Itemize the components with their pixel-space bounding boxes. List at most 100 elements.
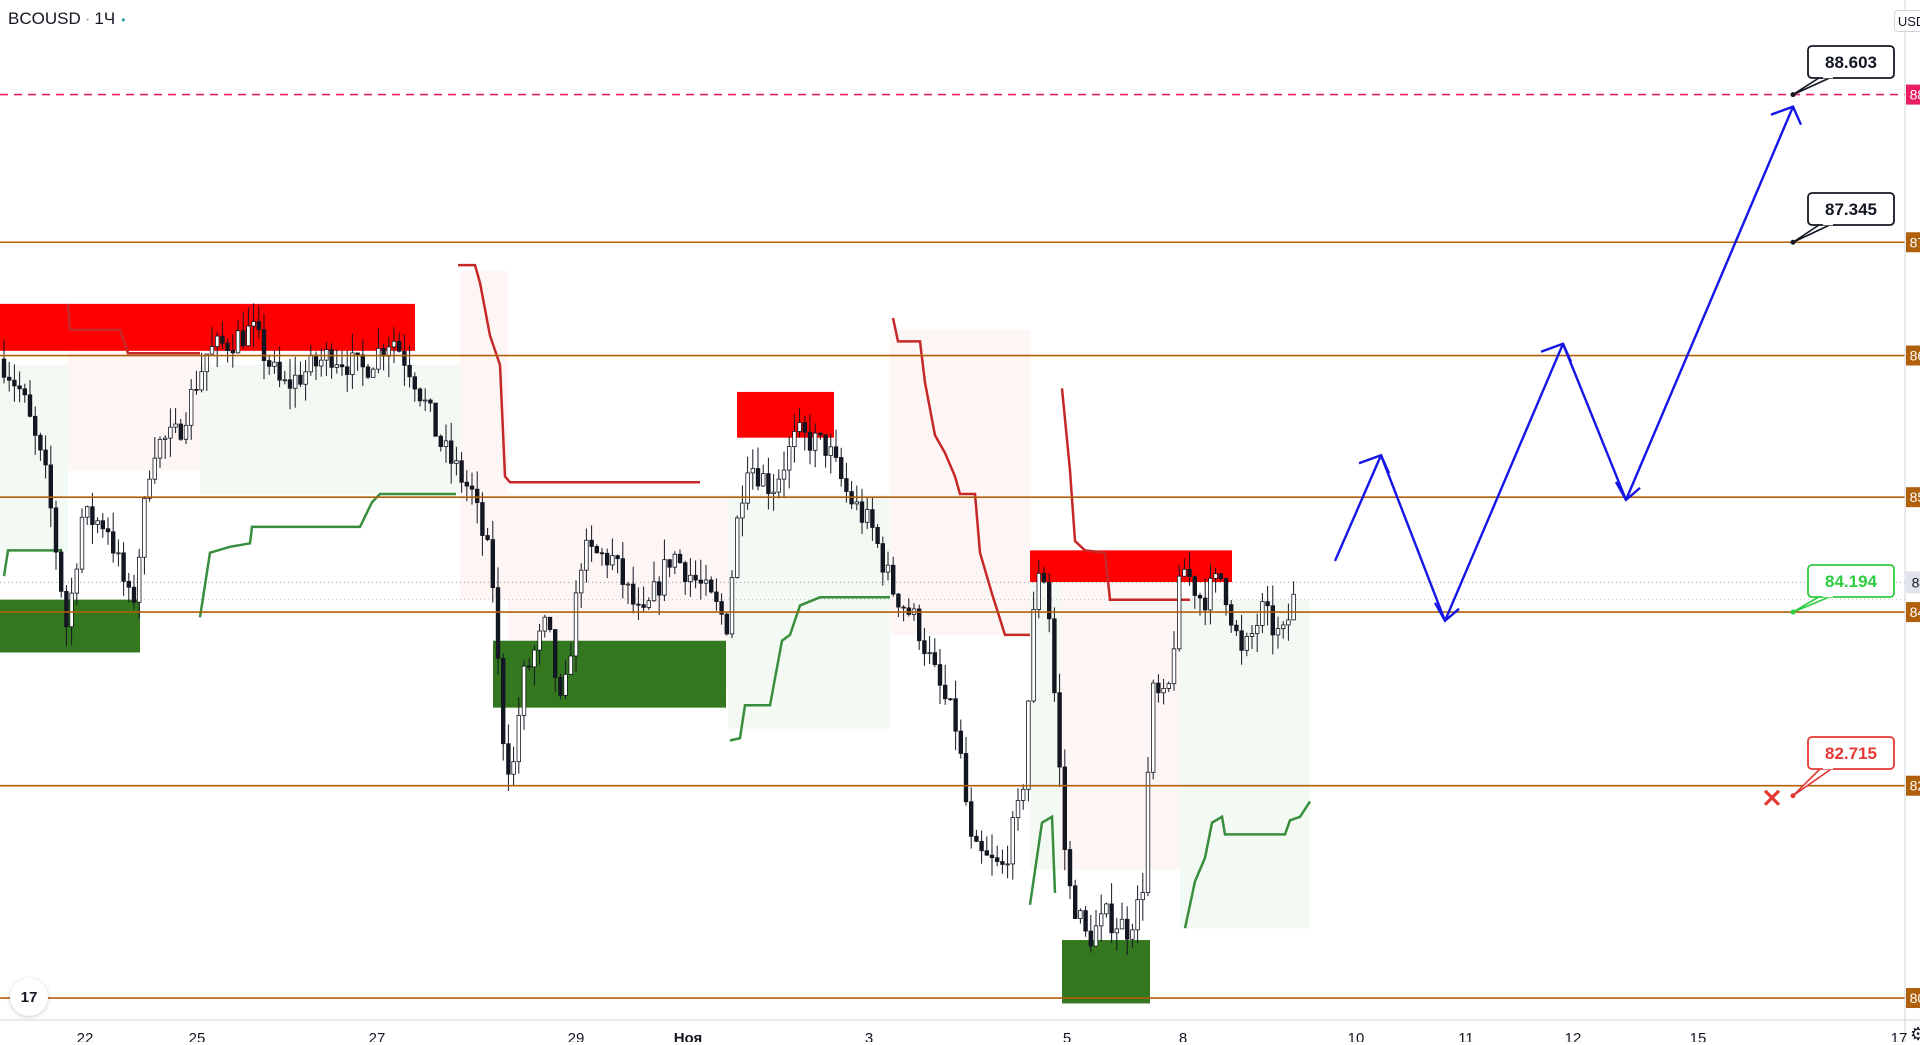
candle-body <box>620 558 625 585</box>
candle-body <box>298 374 303 385</box>
candle-body <box>433 402 438 437</box>
candle-body <box>1010 817 1015 865</box>
time-tick-label: 29 <box>568 1030 585 1042</box>
level-price-badge <box>1906 775 1920 796</box>
candle-body <box>344 366 350 375</box>
symbol-label[interactable]: BCOUSD · 1Ч • <box>8 9 125 29</box>
candle-body <box>651 581 657 602</box>
candle-body <box>828 446 833 456</box>
forecast-layer <box>1333 105 1803 623</box>
candle-body <box>1036 572 1041 610</box>
candle-body <box>859 501 865 523</box>
candle-body <box>506 743 511 775</box>
candle-body <box>937 664 943 686</box>
candle-body <box>157 439 163 459</box>
currency-selector[interactable]: USD▼ <box>1894 10 1920 32</box>
candle-body <box>813 432 818 451</box>
candle-body <box>1234 624 1239 632</box>
candle-body <box>1000 861 1005 865</box>
candle-body <box>162 437 168 440</box>
candle-body <box>1265 601 1270 607</box>
callout-text-stop: 82.715 <box>1825 744 1877 763</box>
candle-body <box>183 424 189 440</box>
candle-body <box>64 590 69 628</box>
candle-body <box>1078 910 1083 919</box>
candle-body <box>932 652 937 666</box>
trend-fill <box>1180 599 1310 929</box>
callout-anchor <box>1790 239 1796 245</box>
candle-body <box>391 340 397 348</box>
tradingview-logo[interactable]: 17 <box>10 978 48 1016</box>
trend-fill <box>890 329 1030 635</box>
time-tick-label: 22 <box>77 1030 94 1042</box>
candle-body <box>1244 636 1249 651</box>
trend-line-up <box>2 549 62 577</box>
candle-body <box>646 600 651 608</box>
callout-anchor <box>1790 793 1796 799</box>
candle-body <box>719 601 724 615</box>
last-price-badge <box>1906 571 1920 594</box>
forecast-arrowhead <box>1770 105 1803 126</box>
candle-body <box>625 583 631 586</box>
candle-body <box>173 423 178 428</box>
candle-body <box>417 388 423 402</box>
time-axis: 22 25 27 29 Ноя 3 5 8 10 11 12 15 17 <box>0 1019 1920 1042</box>
candle-body <box>220 335 225 344</box>
candle-body <box>1031 609 1036 702</box>
candle-body <box>1197 595 1203 599</box>
candle-body <box>776 478 781 493</box>
candle-body <box>901 606 906 609</box>
candle-body <box>807 431 813 451</box>
time-tick-label: 27 <box>369 1030 386 1042</box>
candle-body <box>1093 925 1099 947</box>
stop-cross-icon <box>1763 789 1781 806</box>
candle-body <box>126 580 131 588</box>
candle-body <box>922 640 927 655</box>
time-tick-label: 11 <box>1458 1030 1474 1042</box>
candle-body <box>438 435 443 447</box>
candle-body <box>277 361 282 381</box>
candle-body <box>766 473 771 494</box>
candle-body <box>703 579 709 584</box>
candle-body <box>527 665 532 668</box>
candle-body <box>521 665 527 716</box>
candle-body <box>709 579 714 593</box>
candle-body <box>865 509 870 523</box>
candle-body <box>1203 597 1208 611</box>
candle-body <box>500 658 506 745</box>
candle-body <box>1104 903 1109 915</box>
candle-body <box>1156 682 1161 694</box>
gear-icon[interactable]: ⚙ <box>1910 1024 1920 1045</box>
candle-body <box>292 374 298 389</box>
callout-text-entry: 84.194 <box>1825 572 1878 591</box>
candle-body <box>43 449 48 466</box>
candle-body <box>979 840 984 852</box>
candle-body <box>735 517 740 578</box>
candle-body <box>147 478 152 499</box>
demand-zone <box>1062 940 1150 1004</box>
candle-body <box>7 376 12 381</box>
candle-body <box>412 376 417 390</box>
candle-body <box>1239 630 1244 651</box>
candle-body <box>906 607 911 615</box>
callout-anchor <box>1790 609 1796 615</box>
candle-body <box>1109 903 1114 934</box>
callout-box <box>1807 192 1895 226</box>
level-price-text: 82.715 <box>1910 778 1920 794</box>
candle-body <box>74 568 79 594</box>
supply-zone <box>1030 550 1232 583</box>
candle-body <box>225 342 230 351</box>
candle-body <box>1208 577 1213 611</box>
candle-body <box>95 520 100 525</box>
grid-layer <box>0 581 1905 601</box>
candle-body <box>958 730 963 754</box>
candle-body <box>1145 771 1151 894</box>
level-price-badge <box>1906 84 1920 105</box>
candle-body <box>266 360 272 367</box>
level-price-badge <box>1906 232 1920 253</box>
candle-body <box>422 399 428 402</box>
trend-line-down <box>458 263 700 484</box>
level-price-text: 87.345 <box>1910 234 1920 250</box>
candle-body <box>563 673 568 696</box>
